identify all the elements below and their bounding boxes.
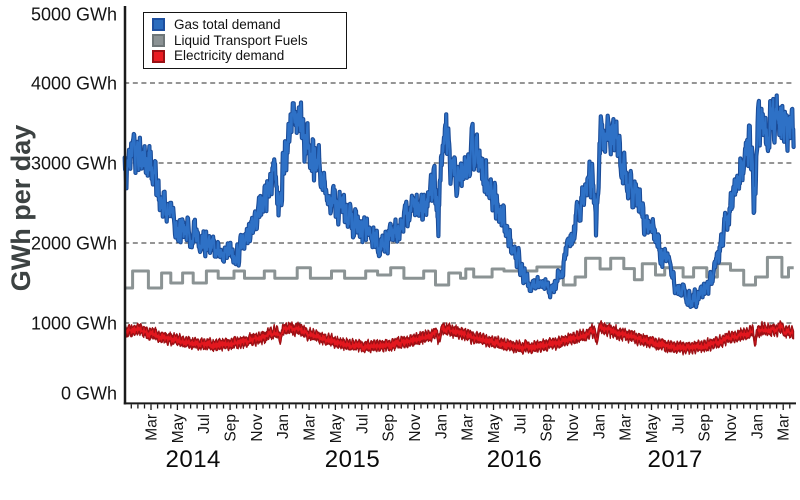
svg-text:Sep: Sep bbox=[381, 414, 398, 442]
svg-text:5000 GWh: 5000 GWh bbox=[31, 5, 117, 25]
svg-text:2016: 2016 bbox=[487, 446, 542, 473]
svg-text:Jul: Jul bbox=[512, 414, 529, 434]
x-axis-year-labels: 2014 2015 2016 2017 bbox=[166, 446, 703, 473]
svg-text:Jan: Jan bbox=[591, 414, 608, 439]
svg-text:Jan: Jan bbox=[433, 414, 450, 439]
svg-text:May: May bbox=[644, 414, 661, 444]
svg-text:Jan: Jan bbox=[749, 414, 766, 439]
svg-text:4000 GWh: 4000 GWh bbox=[31, 74, 117, 94]
svg-text:2014: 2014 bbox=[166, 446, 221, 473]
svg-text:Sep: Sep bbox=[223, 414, 240, 442]
svg-text:May: May bbox=[170, 414, 187, 444]
y-axis-title: GWh per day bbox=[6, 125, 36, 292]
svg-text:Jul: Jul bbox=[354, 414, 371, 434]
svg-text:May: May bbox=[486, 414, 503, 444]
series-gas-total-demand bbox=[122, 93, 796, 310]
legend-label-electricity: Electricity demand bbox=[174, 48, 285, 64]
svg-text:Nov: Nov bbox=[565, 414, 582, 442]
series-liquid-transport-fuels bbox=[124, 255, 794, 290]
svg-text:May: May bbox=[328, 414, 345, 444]
svg-text:Jul: Jul bbox=[196, 414, 213, 434]
legend-label-gas: Gas total demand bbox=[174, 17, 281, 33]
gridlines bbox=[124, 82, 794, 324]
svg-text:Jan: Jan bbox=[275, 414, 292, 439]
svg-text:Mar: Mar bbox=[776, 414, 793, 441]
liquid-fuels-swatch-icon bbox=[152, 33, 165, 47]
legend: Gas total demand Liquid Transport Fuels … bbox=[143, 12, 347, 69]
svg-text:2015: 2015 bbox=[325, 446, 380, 473]
svg-text:Jul: Jul bbox=[670, 414, 687, 434]
svg-text:Mar: Mar bbox=[302, 414, 319, 441]
legend-label-liquid-fuels: Liquid Transport Fuels bbox=[174, 32, 308, 48]
svg-text:Mar: Mar bbox=[618, 414, 635, 441]
svg-text:3000 GWh: 3000 GWh bbox=[31, 154, 117, 174]
electricity-swatch-icon bbox=[152, 49, 165, 63]
legend-item-liquid-fuels: Liquid Transport Fuels bbox=[152, 34, 342, 48]
svg-text:Mar: Mar bbox=[460, 414, 477, 441]
x-axis-month-labels: Mar May Jul Sep Nov Jan Mar May Jul Sep Nov Jan Mar M… bbox=[144, 414, 793, 444]
svg-text:Sep: Sep bbox=[539, 414, 556, 442]
svg-text:Sep: Sep bbox=[697, 414, 714, 442]
svg-text:1000 GWh: 1000 GWh bbox=[31, 314, 117, 334]
legend-item-gas: Gas total demand bbox=[152, 18, 342, 32]
svg-text:2000 GWh: 2000 GWh bbox=[31, 234, 117, 254]
svg-text:Nov: Nov bbox=[723, 414, 740, 442]
svg-text:Nov: Nov bbox=[249, 414, 266, 442]
svg-text:Nov: Nov bbox=[407, 414, 424, 442]
legend-item-electricity: Electricity demand bbox=[152, 49, 342, 63]
svg-text:Mar: Mar bbox=[144, 414, 161, 441]
axes bbox=[123, 6, 796, 405]
y-axis-tick-labels: 5000 GWh 4000 GWh 3000 GWh 2000 GWh 1000 GWh… bbox=[31, 5, 117, 404]
x-axis-ticks bbox=[130, 404, 791, 410]
svg-text:2017: 2017 bbox=[648, 446, 703, 473]
gas-swatch-icon bbox=[152, 18, 165, 32]
svg-text:0 GWh: 0 GWh bbox=[61, 384, 117, 404]
series-electricity-demand bbox=[124, 320, 795, 356]
